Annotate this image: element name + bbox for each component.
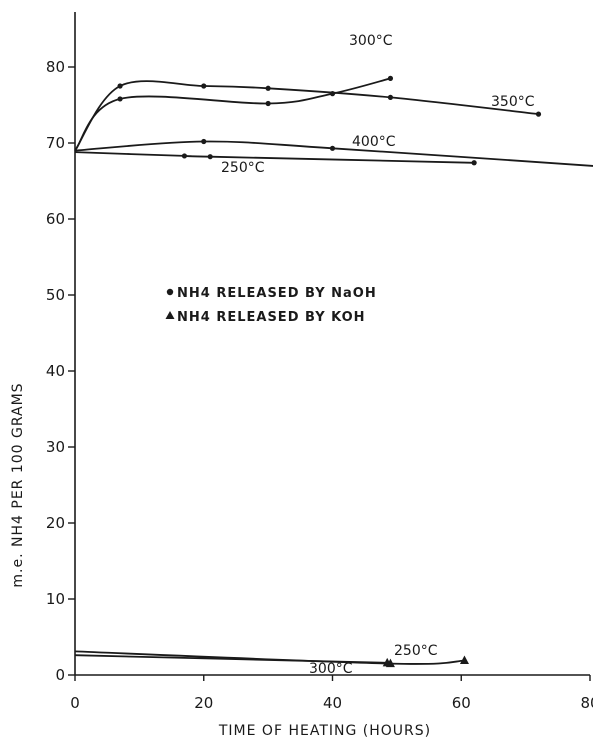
y-tick-label-70: 70 — [46, 134, 65, 152]
x-tick-label-0: 0 — [70, 694, 80, 712]
legend: NH4 RELEASED BY NaOH NH4 RELEASED BY KOH — [165, 286, 377, 325]
y-tick-label-40: 40 — [46, 362, 65, 380]
legend-triangle-marker — [165, 311, 175, 319]
curve-label-naoh-3: 250°C — [221, 160, 265, 176]
ticks: 0 10 20 30 40 50 60 70 80 0 20 40 60 80 — [46, 58, 593, 712]
series-line-naoh-0 — [74, 77, 391, 152]
curve-label-naoh-2: 400°C — [352, 134, 396, 150]
data-point-koh-5-1 — [382, 657, 392, 667]
data-point-naoh-0-4 — [387, 75, 394, 81]
series-line-naoh-3 — [74, 151, 475, 164]
data-point-naoh-1-3 — [265, 85, 271, 91]
data-point-naoh-3-1 — [181, 153, 188, 159]
x-tick-label-60: 60 — [452, 694, 471, 712]
x-tick-label-40: 40 — [323, 694, 342, 712]
y-tick-label-30: 30 — [46, 438, 65, 456]
data-point-naoh-2-1 — [201, 138, 207, 145]
data-point-naoh-1-1 — [117, 83, 123, 89]
curve-label-koh-5: 300°C — [309, 661, 353, 677]
legend-circle-marker — [166, 288, 174, 296]
x-tick-label-20: 20 — [194, 694, 213, 712]
y-tick-label-80: 80 — [46, 58, 65, 76]
series-lines — [74, 77, 593, 665]
curve-label-koh-4: 250°C — [394, 643, 438, 659]
series-points — [117, 75, 542, 668]
y-tick-label-20: 20 — [46, 514, 65, 532]
y-tick-label-10: 10 — [46, 590, 65, 608]
data-point-naoh-1-5 — [535, 111, 542, 117]
data-point-naoh-1-2 — [201, 83, 207, 89]
data-point-naoh-2-2 — [329, 145, 336, 151]
x-axis-title: TIME OF HEATING (HOURS) — [218, 723, 431, 739]
y-axis-title: m.e. NH4 PER 100 GRAMS — [10, 382, 26, 587]
y-tick-label-0: 0 — [55, 666, 65, 684]
data-point-naoh-0-1 — [117, 96, 123, 102]
series-line-naoh-2 — [74, 140, 593, 167]
y-tick-label-50: 50 — [46, 286, 65, 304]
curve-labels: 300°C 350°C 400°C 250°C 250°C 300°C — [221, 33, 535, 677]
data-point-naoh-0-2 — [265, 100, 271, 107]
legend-entry-naoh: NH4 RELEASED BY NaOH — [177, 286, 377, 301]
series-line-naoh-1 — [74, 80, 539, 152]
data-point-naoh-0-3 — [329, 91, 336, 97]
data-point-naoh-3-3 — [471, 160, 477, 166]
data-point-naoh-3-2 — [207, 154, 213, 160]
data-point-naoh-1-4 — [387, 94, 394, 100]
curve-label-naoh-1: 350°C — [491, 94, 535, 110]
x-tick-label-80: 80 — [580, 694, 593, 712]
legend-entry-koh: NH4 RELEASED BY KOH — [177, 310, 366, 325]
series-line-koh-5 — [74, 654, 388, 664]
data-point-koh-4-2 — [459, 655, 469, 665]
curve-label-naoh-0: 300°C — [349, 33, 393, 49]
y-tick-label-60: 60 — [46, 210, 65, 228]
